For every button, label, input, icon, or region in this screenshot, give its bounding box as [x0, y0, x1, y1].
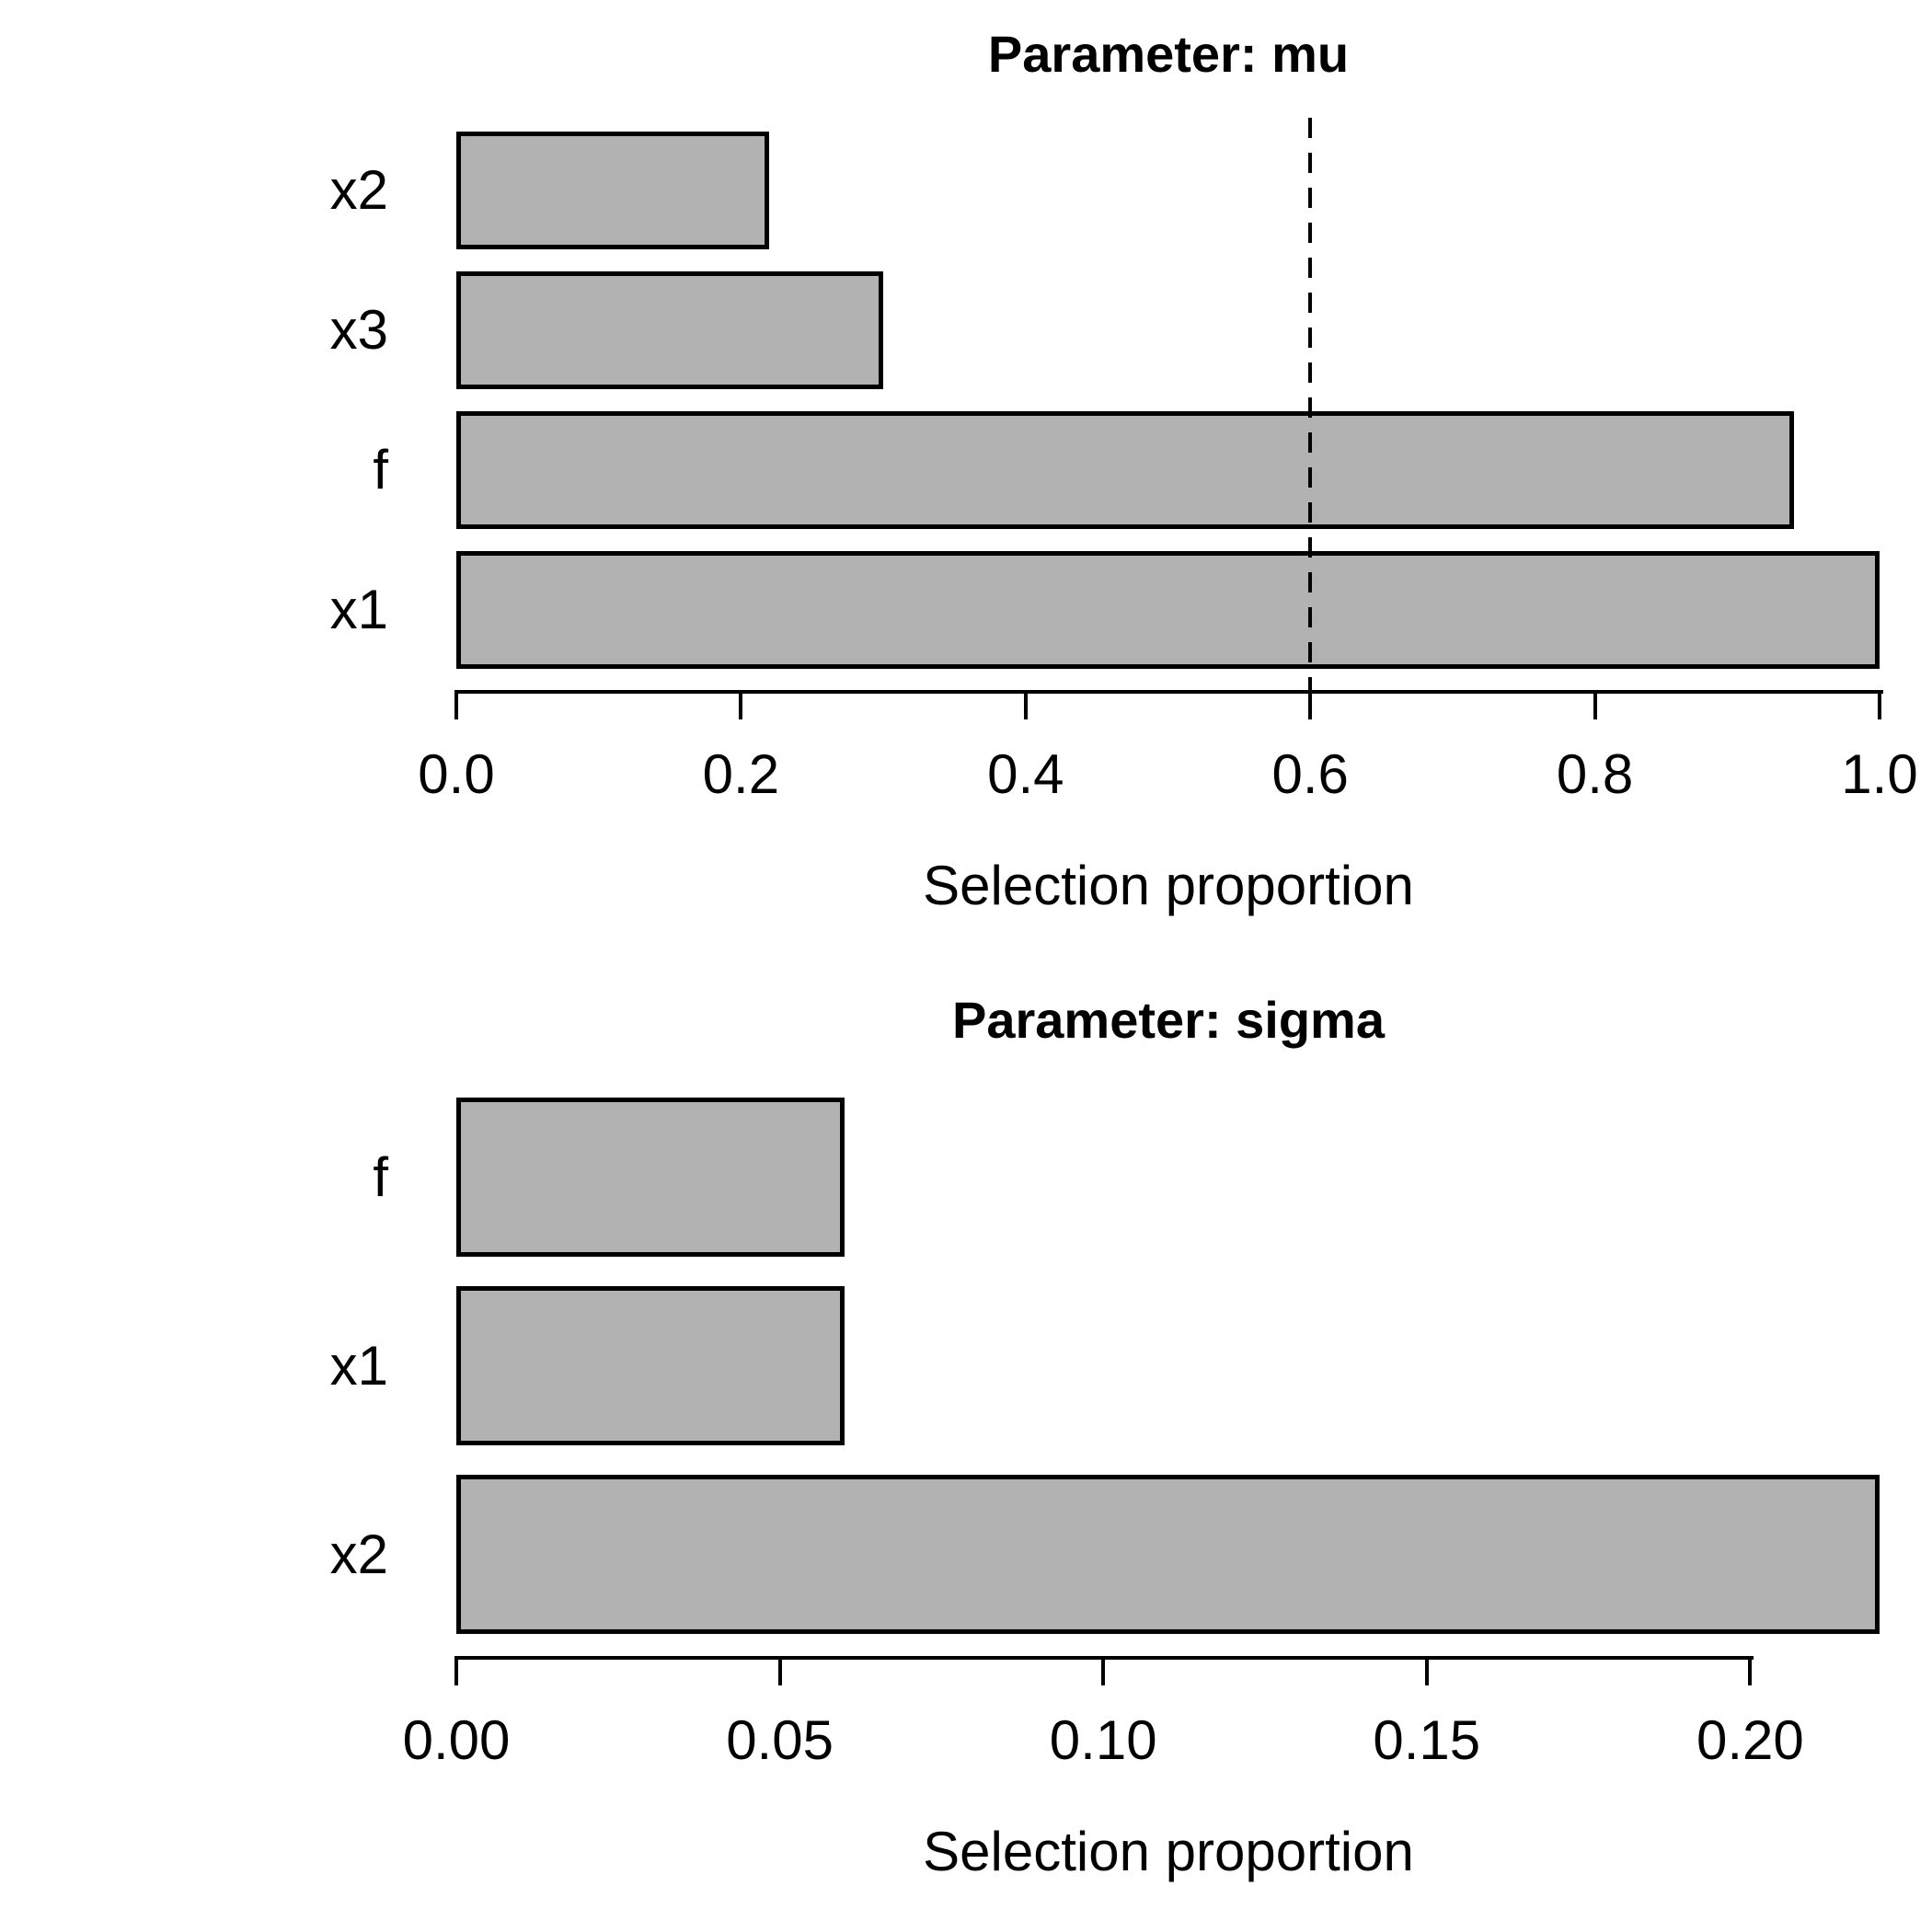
axis-tick-label: 0.20 [1696, 1709, 1804, 1771]
axis-tick [739, 690, 743, 719]
axis-tick-label: 0.00 [402, 1709, 511, 1771]
axis-tick-label: 0.4 [987, 743, 1064, 805]
axis-tick-label: 0.05 [726, 1709, 834, 1771]
chart-title: Parameter: mu [987, 25, 1350, 83]
bar-label-x1: x1 [329, 579, 388, 640]
bar-label-x3: x3 [329, 299, 388, 361]
mu-chart-panel: Parameter: mu x2 x3 f x1 0.0 0.2 0.4 0.6 0.8 1.0 … [329, 25, 1918, 916]
axis-tick [1424, 1656, 1429, 1685]
bar-x2 [456, 132, 769, 249]
bar-f [456, 411, 1794, 529]
bar-label-f: f [373, 1146, 388, 1208]
axis-tick-label: 0.8 [1556, 743, 1634, 805]
plot-area: f x1 x2 0.00 0.05 0.10 0.15 0.20 [0, 966, 1932, 1932]
x-axis-label: Selection proportion [923, 855, 1414, 916]
bar-f [456, 1098, 845, 1257]
bar-label-x1: x1 [329, 1335, 388, 1397]
x-axis-line [456, 690, 1883, 694]
bar-x2 [456, 1475, 1880, 1634]
axis-tick [1308, 690, 1313, 719]
plot-area: x2 x3 f x1 0.0 0.2 0.4 0.6 0.8 1.0 [329, 118, 1918, 805]
bar-label-f: f [373, 439, 388, 500]
axis-tick [1593, 690, 1597, 719]
sigma-chart-panel: Parameter: sigma f x1 x2 0.00 0.05 0.10 0.15 0.… [0, 966, 1932, 1932]
axis-tick-label: 0.15 [1373, 1709, 1481, 1771]
axis-tick [1748, 1656, 1753, 1685]
axis-tick [1878, 690, 1881, 719]
axis-tick [454, 690, 458, 719]
axis-tick [454, 1656, 458, 1685]
axis-tick-label: 0.10 [1049, 1709, 1157, 1771]
axis-tick-label: 1.0 [1841, 743, 1918, 805]
x-axis-line [456, 1656, 1754, 1660]
bar-label-x2: x2 [329, 159, 388, 221]
x-axis-label: Selection proportion [923, 1821, 1414, 1882]
bar-x3 [456, 271, 883, 389]
bar-label-x2: x2 [329, 1524, 388, 1585]
reference-line [1308, 118, 1313, 690]
axis-tick-label: 0.2 [702, 743, 780, 805]
bar-x1 [456, 1286, 845, 1445]
axis-tick [1023, 690, 1028, 719]
bar-x1 [456, 551, 1880, 669]
axis-tick-label: 0.0 [418, 743, 495, 805]
chart-title: Parameter: sigma [951, 991, 1385, 1049]
axis-tick [777, 1656, 782, 1685]
axis-tick-label: 0.6 [1271, 743, 1349, 805]
axis-tick [1101, 1656, 1106, 1685]
